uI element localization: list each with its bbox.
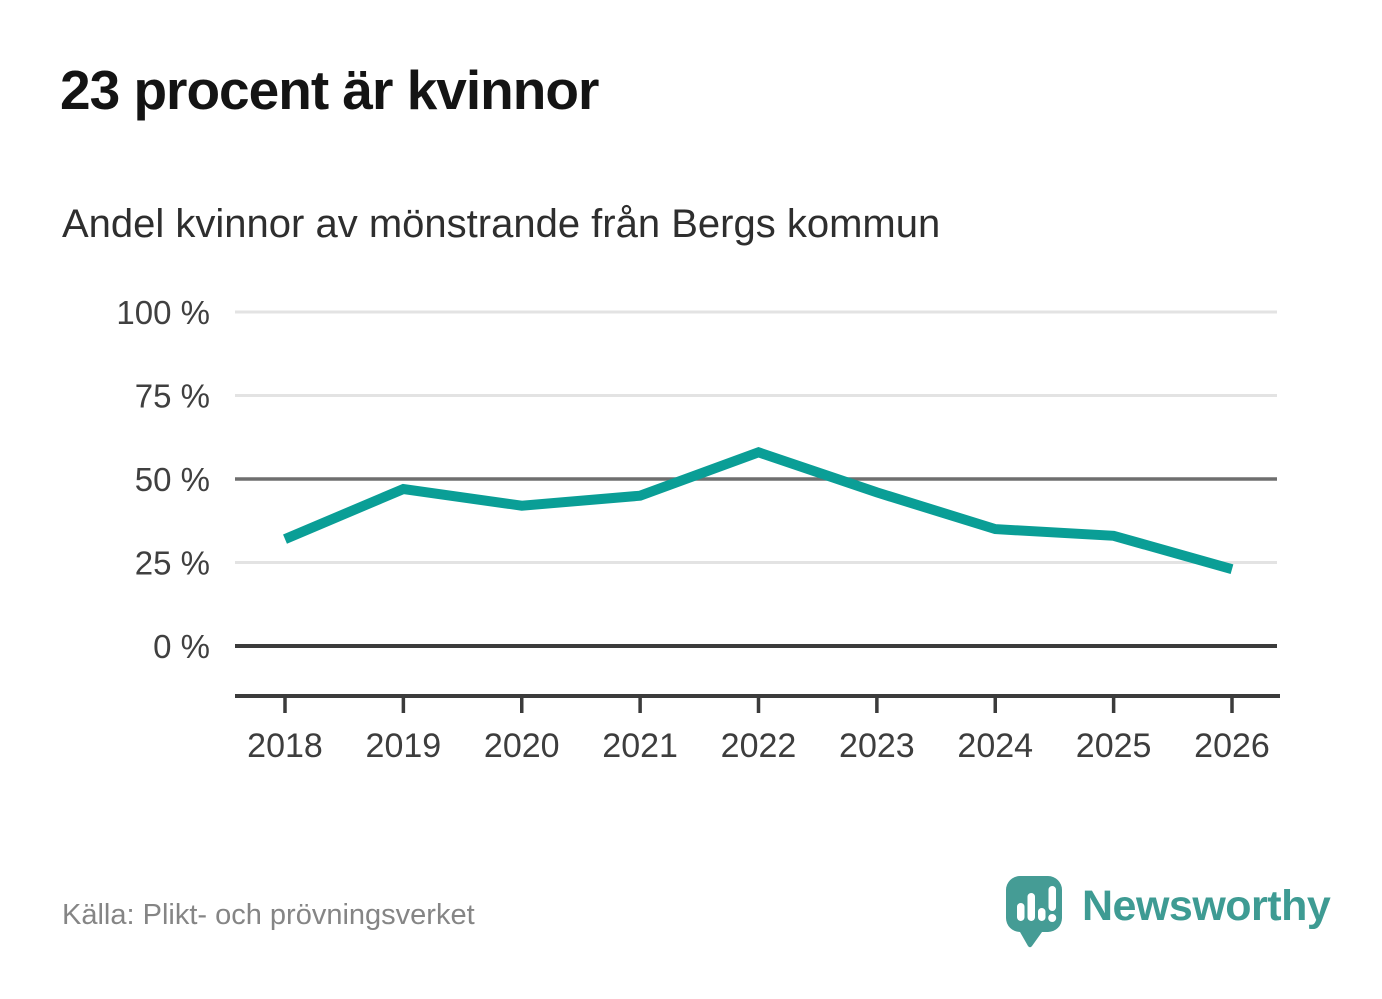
x-axis-tick-label: 2026 — [1194, 727, 1270, 765]
y-axis-tick-label: 100 % — [116, 294, 210, 331]
source-note: Källa: Plikt- och prövningsverket — [62, 899, 475, 931]
logo-exclamation-icon — [1048, 886, 1056, 911]
x-axis-tick-label: 2025 — [1076, 727, 1152, 765]
y-axis-tick-label: 25 % — [135, 545, 210, 582]
page-title: 23 procent är kvinnor — [60, 59, 599, 121]
newsworthy-logo-icon — [1006, 876, 1062, 948]
y-axis-tick-label: 0 % — [153, 628, 210, 665]
newsworthy-logo: Newsworthy — [1006, 876, 1331, 948]
x-axis-tick-label: 2019 — [366, 727, 442, 765]
x-axis-tick-label: 2024 — [957, 727, 1033, 765]
logo-bar-medium-icon — [1038, 908, 1046, 921]
logo-bar-tall-icon — [1027, 893, 1035, 921]
logo-bar-short-icon — [1017, 903, 1025, 921]
x-axis-tick-label: 2020 — [484, 727, 560, 765]
y-axis-tick-label: 75 % — [135, 378, 210, 415]
y-axis-tick-label: 50 % — [135, 461, 210, 498]
x-axis-tick-label: 2018 — [247, 727, 323, 765]
data-line-andel-kvinnor — [283, 446, 1234, 575]
x-axis-tick-label: 2022 — [721, 727, 797, 765]
newsworthy-wordmark: Newsworthy — [1082, 882, 1331, 930]
chart-subtitle: Andel kvinnor av mönstrande från Bergs k… — [62, 202, 941, 246]
x-axis-tick-label: 2021 — [602, 727, 678, 765]
x-axis-tick-label: 2023 — [839, 727, 915, 765]
logo-exclamation-dot-icon — [1048, 914, 1057, 922]
